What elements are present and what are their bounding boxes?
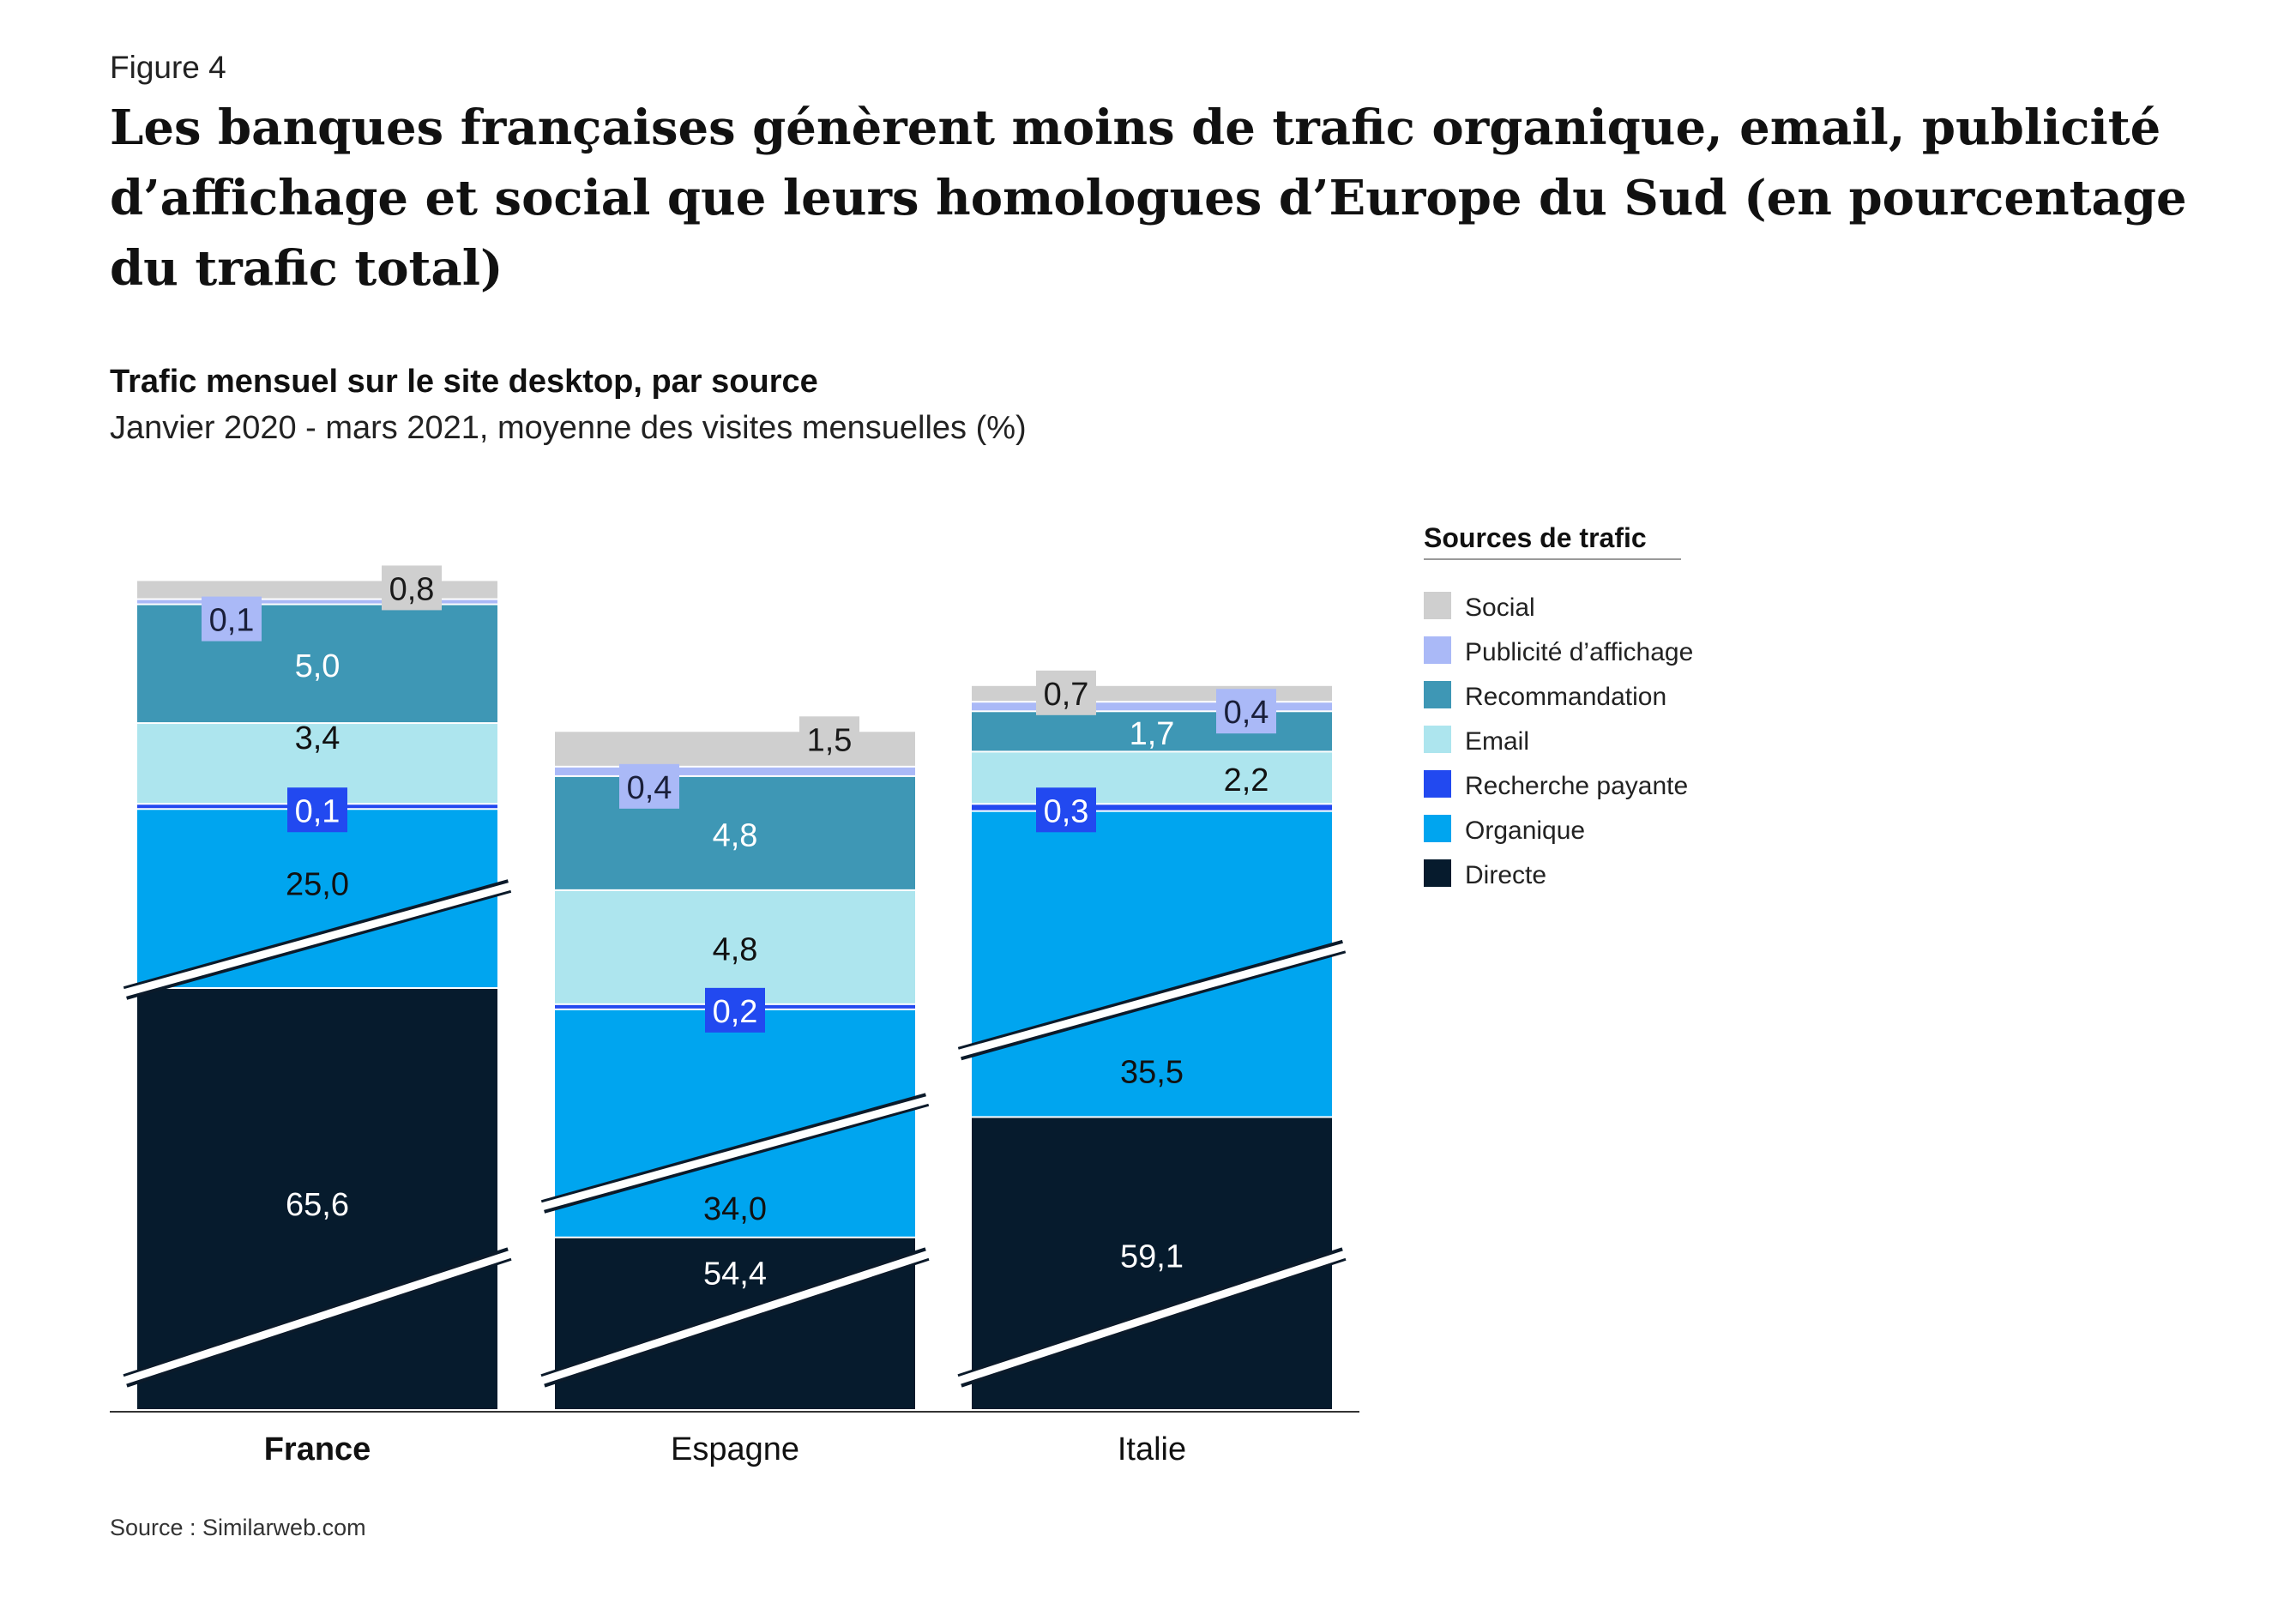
bar-segment-france-social (137, 581, 497, 599)
category-label-france: France (264, 1431, 371, 1467)
bar-segment-italie-email (972, 752, 1332, 804)
axis-break-espagne-0 (539, 1250, 931, 1385)
label-box-italie-social (1036, 670, 1096, 715)
data-label-italie-social: 0,7 (1044, 677, 1089, 713)
chart-subtitle-detail: Janvier 2020 - mars 2021, moyenne des vi… (110, 410, 1027, 446)
data-label-italie-recommandation: 1,7 (1130, 716, 1175, 752)
legend-swatch-organique (1424, 815, 1451, 842)
data-label-espagne-publicite-d-affichage: 0,4 (627, 770, 672, 806)
legend-item-publicite-d-affichage: Publicité d’affichage (1465, 638, 1693, 666)
legend-swatch-directe (1424, 859, 1451, 887)
axis-break-italie-1 (956, 943, 1347, 1058)
legend-item-directe: Directe (1465, 861, 1546, 889)
label-box-france-publicite-d-affichage (202, 596, 262, 642)
legend-item-recommandation: Recommandation (1465, 683, 1666, 711)
source-note: Source : Similarweb.com (110, 1515, 366, 1540)
legend-swatch-recherche-payante (1424, 770, 1451, 798)
data-label-espagne-recherche-payante: 0,2 (713, 994, 758, 1030)
axis-break-espagne-1 (539, 1095, 931, 1211)
data-label-france-recommandation: 5,0 (295, 648, 340, 684)
bar-segment-france-publicite-d-affichage (137, 600, 497, 604)
bar-segment-espagne-publicite-d-affichage (555, 767, 915, 775)
bar-segment-espagne-recommandation (555, 776, 915, 889)
label-box-france-social (382, 565, 442, 611)
data-label-italie-recherche-payante: 0,3 (1044, 793, 1089, 829)
data-label-france-social: 0,8 (389, 571, 435, 607)
chart-title: Les banques françaises génèrent moins de… (110, 99, 2187, 297)
axis-break-france-0 (122, 1250, 513, 1385)
figure-label: Figure 4 (110, 50, 226, 85)
bar-segment-france-directe (137, 989, 497, 1409)
data-label-italie-email: 2,2 (1224, 762, 1269, 798)
bar-segment-france-recommandation (137, 605, 497, 723)
data-label-italie-publicite-d-affichage: 0,4 (1224, 695, 1269, 731)
data-label-espagne-email: 4,8 (713, 931, 758, 967)
legend-swatch-email (1424, 726, 1451, 753)
bar-segment-france-organique (137, 810, 497, 987)
bar-segment-italie-recherche-payante (972, 804, 1332, 810)
data-label-italie-directe: 59,1 (1120, 1238, 1184, 1275)
data-label-france-directe: 65,6 (286, 1187, 349, 1223)
legend-title: Sources de trafic (1424, 522, 1647, 553)
label-box-espagne-social (799, 716, 859, 762)
category-label-espagne: Espagne (671, 1431, 799, 1467)
data-label-espagne-organique: 34,0 (703, 1191, 767, 1227)
label-box-italie-publicite-d-affichage (1216, 689, 1276, 734)
legend-swatch-recommandation (1424, 681, 1451, 708)
label-box-italie-recherche-payante (1036, 787, 1096, 833)
data-label-france-email: 3,4 (295, 720, 340, 756)
legend-item-social: Social (1465, 594, 1535, 622)
legend-item-organique: Organique (1465, 817, 1585, 845)
data-label-espagne-recommandation: 4,8 (713, 817, 758, 853)
bar-segment-espagne-social (555, 732, 915, 766)
legend-swatch-social (1424, 592, 1451, 619)
label-box-espagne-publicite-d-affichage (619, 763, 679, 809)
bar-segment-italie-publicite-d-affichage (972, 702, 1332, 711)
data-label-italie-organique: 35,5 (1120, 1055, 1184, 1091)
axis-break-italie-0 (956, 1250, 1347, 1385)
label-box-espagne-recherche-payante (705, 987, 765, 1033)
data-label-france-publicite-d-affichage: 0,1 (209, 603, 255, 639)
data-label-france-organique: 25,0 (286, 866, 349, 902)
data-label-espagne-social: 1,5 (807, 722, 853, 758)
label-box-france-recherche-payante (287, 787, 347, 833)
chart-subtitle: Trafic mensuel sur le site desktop, par … (110, 364, 818, 400)
bar-segment-italie-social (972, 685, 1332, 702)
legend-item-email: Email (1465, 727, 1529, 756)
legend-swatch-publicite-d-affichage (1424, 636, 1451, 664)
category-label-italie: Italie (1118, 1431, 1186, 1467)
bar-segment-espagne-email (555, 890, 915, 1003)
legend-item-recherche-payante: Recherche payante (1465, 772, 1688, 800)
data-label-france-recherche-payante: 0,1 (295, 793, 340, 829)
data-label-espagne-directe: 54,4 (703, 1256, 767, 1293)
axis-break-france-1 (122, 882, 513, 997)
